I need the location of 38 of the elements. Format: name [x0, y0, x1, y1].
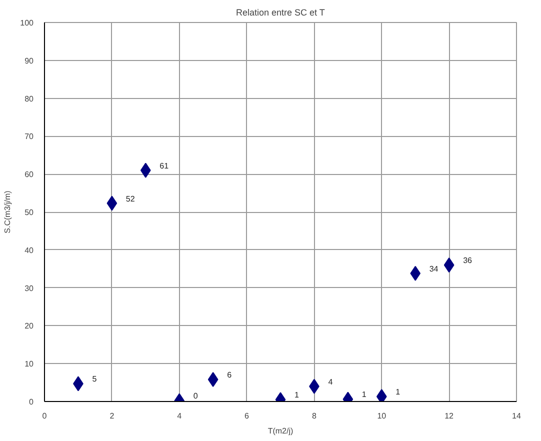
x-tick-label: 0 — [42, 412, 48, 420]
y-tick-label: 70 — [24, 132, 34, 142]
y-tick-label: 90 — [24, 56, 34, 66]
y-tick-label: 20 — [24, 322, 34, 331]
point — [444, 258, 454, 273]
y-tick-label: 60 — [24, 170, 34, 180]
data-label: 61 — [160, 161, 170, 170]
point — [208, 372, 218, 388]
data-label: 5 — [92, 374, 98, 384]
data-label: 1 — [294, 390, 300, 400]
data-label: 4 — [328, 377, 334, 386]
data-label: 52 — [126, 194, 136, 204]
data-label: 1 — [362, 390, 367, 400]
point — [140, 162, 151, 178]
y-tick-label: 80 — [24, 94, 34, 104]
point — [106, 196, 118, 211]
y-tick-label: 100 — [20, 18, 34, 28]
data-label: 1 — [396, 388, 401, 397]
y-tick-label: 10 — [24, 360, 34, 369]
y-axis-title: S.C(m3/j/m) — [3, 190, 12, 234]
point — [410, 266, 421, 281]
data-label: 6 — [227, 370, 232, 380]
x-tick-label: 14 — [512, 412, 522, 420]
x-tick-label: 12 — [444, 412, 454, 420]
data-label: 34 — [429, 264, 439, 274]
x-tick-label: 10 — [377, 412, 387, 420]
x-tick-label: 4 — [177, 412, 182, 420]
y-tick-label: 50 — [24, 208, 34, 217]
x-tick-label: 8 — [312, 412, 317, 420]
x-axis-title: T(m2/j) — [268, 426, 294, 436]
data-label: 36 — [463, 256, 473, 266]
y-tick-label: 40 — [24, 246, 34, 255]
y-tick-label: 30 — [24, 284, 34, 293]
y-tick-label: 0 — [29, 398, 34, 406]
x-tick-label: 2 — [110, 412, 115, 420]
data-label: 0 — [193, 392, 198, 401]
chart-title: Relation entre SC et T — [236, 8, 326, 18]
x-tick-label: 6 — [244, 412, 250, 420]
